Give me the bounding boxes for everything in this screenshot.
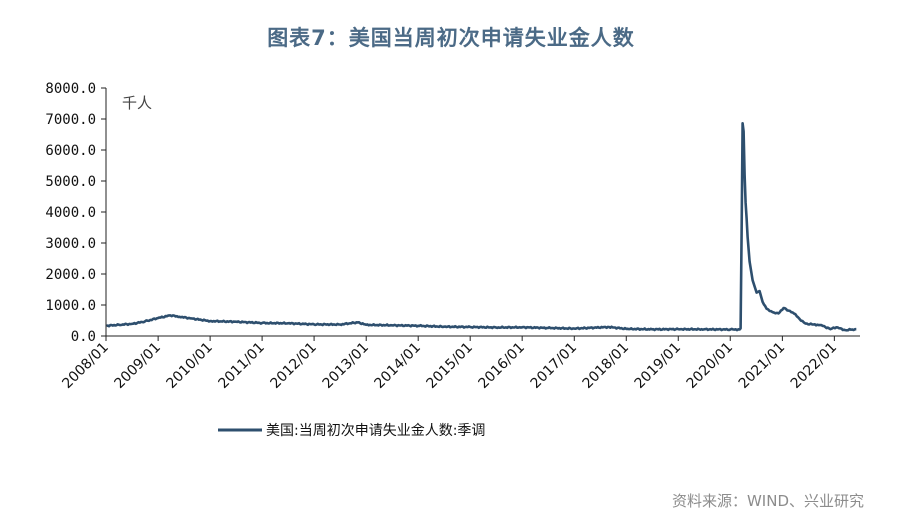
x-tick-label: 2010/01 bbox=[163, 340, 215, 392]
x-axis: 2008/01 2009/01 2010/01 2011/01 2012/01 2013/… bbox=[59, 335, 860, 392]
x-tick-label: 2013/01 bbox=[320, 340, 372, 392]
chart-title: 图表7：美国当周初次申请失业金人数 bbox=[267, 26, 635, 50]
x-tick-label: 2022/01 bbox=[788, 340, 840, 392]
x-tick-label: 2018/01 bbox=[580, 340, 632, 392]
legend: 美国:当周初次申请失业金人数:季调 bbox=[218, 422, 485, 439]
y-tick-label: 3000.0 bbox=[45, 236, 96, 252]
y-tick-label: 8000.0 bbox=[45, 81, 96, 97]
y-tick-label: 5000.0 bbox=[45, 174, 96, 190]
x-tick-label: 2008/01 bbox=[59, 340, 111, 392]
x-tick-label: 2011/01 bbox=[215, 340, 267, 392]
x-tick-label: 2020/01 bbox=[684, 340, 736, 392]
y-tick-label: 6000.0 bbox=[45, 143, 96, 159]
y-tick-label: 1000.0 bbox=[45, 298, 96, 314]
plot-area bbox=[106, 122, 857, 332]
source-note: 资料来源：WIND、兴业研究 bbox=[671, 492, 864, 510]
unit-label: 千人 bbox=[122, 94, 152, 112]
x-tick-label: 2014/01 bbox=[372, 340, 424, 392]
x-tick-label: 2016/01 bbox=[476, 340, 528, 392]
legend-label: 美国:当周初次申请失业金人数:季调 bbox=[266, 422, 485, 439]
x-tick-label: 2019/01 bbox=[632, 340, 684, 392]
y-tick-label: 4000.0 bbox=[45, 205, 96, 221]
y-axis: 0.0 1000.0 2000.0 3000.0 4000.0 5000.0 6000.0 7… bbox=[45, 81, 107, 345]
x-tick-label: 2015/01 bbox=[424, 340, 476, 392]
y-tick-label: 0.0 bbox=[71, 329, 96, 345]
x-tick-label: 2012/01 bbox=[267, 340, 319, 392]
x-tick-label: 2021/01 bbox=[736, 340, 788, 392]
y-tick-label: 2000.0 bbox=[45, 267, 96, 283]
y-tick-label: 7000.0 bbox=[45, 112, 96, 128]
x-tick-label: 2009/01 bbox=[112, 340, 164, 392]
x-tick-label: 2017/01 bbox=[528, 340, 580, 392]
series-line bbox=[106, 122, 857, 332]
